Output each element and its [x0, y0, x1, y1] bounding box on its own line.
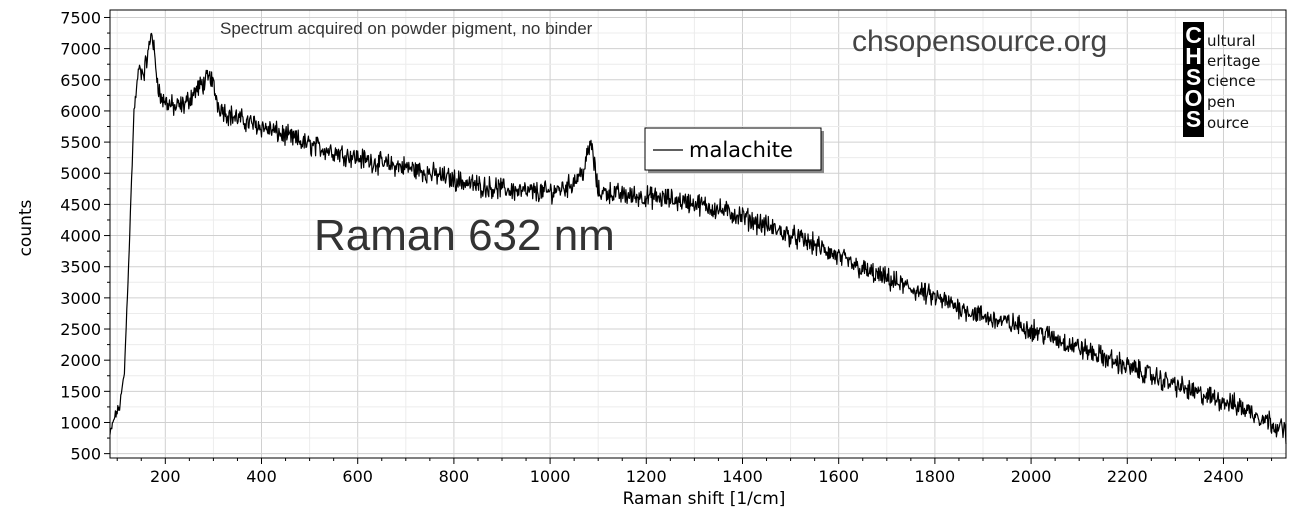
- x-tick-label: 1000: [530, 467, 571, 486]
- x-tick-label: 1600: [818, 467, 859, 486]
- y-tick-label: 1500: [60, 382, 101, 401]
- x-axis-label: Raman shift [1/cm]: [623, 489, 786, 509]
- legend-label-malachite: malachite: [689, 138, 793, 162]
- x-axis-ticks: 200 400 600 800 1000 1200 1400 1600 1800 2000 2200…: [116, 458, 1273, 486]
- chart-subtitle: Spectrum acquired on powder pigment, no …: [220, 19, 593, 38]
- y-axis-label: counts: [16, 199, 36, 256]
- logo-word: eritage: [1207, 52, 1260, 70]
- website-watermark: chsopensource.org: [852, 25, 1107, 58]
- x-tick-label: 2200: [1107, 467, 1148, 486]
- logo-letter: S: [1186, 106, 1201, 132]
- logo-bar: [1183, 22, 1204, 137]
- x-tick-label: 600: [342, 467, 373, 486]
- logo-letter: C: [1185, 22, 1202, 48]
- logo-word: ource: [1207, 114, 1249, 132]
- logo-letter: H: [1185, 43, 1202, 69]
- laser-annotation: Raman 632 nm: [314, 211, 615, 260]
- legend: malachite: [644, 127, 824, 173]
- y-tick-label: 4500: [60, 195, 101, 214]
- y-tick-label: 5500: [60, 133, 101, 152]
- y-tick-label: 2500: [60, 320, 101, 339]
- y-tick-label: 2000: [60, 351, 101, 370]
- logo-word: cience: [1207, 72, 1256, 90]
- y-tick-label: 4000: [60, 227, 101, 246]
- y-tick-label: 3000: [60, 289, 101, 308]
- chsos-logo: C H S O S ultural eritage cience pen our…: [1183, 22, 1260, 137]
- y-tick-label: 6000: [60, 102, 101, 121]
- x-tick-label: 1400: [722, 467, 763, 486]
- x-tick-label: 400: [246, 467, 277, 486]
- x-tick-label: 1800: [915, 467, 956, 486]
- spectrum-line-malachite: [109, 32, 1287, 445]
- x-tick-label: 2000: [1011, 467, 1052, 486]
- y-tick-label: 500: [70, 445, 101, 464]
- y-tick-label: 7500: [60, 8, 101, 27]
- logo-letter: S: [1186, 64, 1201, 90]
- y-tick-label: 1000: [60, 413, 101, 432]
- y-axis-ticks: 500 1000 1500 2000 2500 3000 3500 4000 4500 5000 5…: [60, 8, 110, 464]
- logo-word: pen: [1207, 93, 1235, 111]
- y-tick-label: 5000: [60, 164, 101, 183]
- x-tick-label: 200: [150, 467, 181, 486]
- plot-frame: [109, 9, 1287, 459]
- y-tick-label: 3500: [60, 258, 101, 277]
- legend-box: [644, 127, 822, 171]
- y-tick-label: 7000: [60, 40, 101, 59]
- y-tick-label: 6500: [60, 71, 101, 90]
- grid-lines: [110, 10, 1286, 458]
- x-tick-label: 2400: [1203, 467, 1244, 486]
- x-tick-label: 1200: [626, 467, 667, 486]
- logo-letter: O: [1185, 85, 1203, 111]
- logo-word: ultural: [1207, 32, 1256, 50]
- x-tick-label: 800: [439, 467, 470, 486]
